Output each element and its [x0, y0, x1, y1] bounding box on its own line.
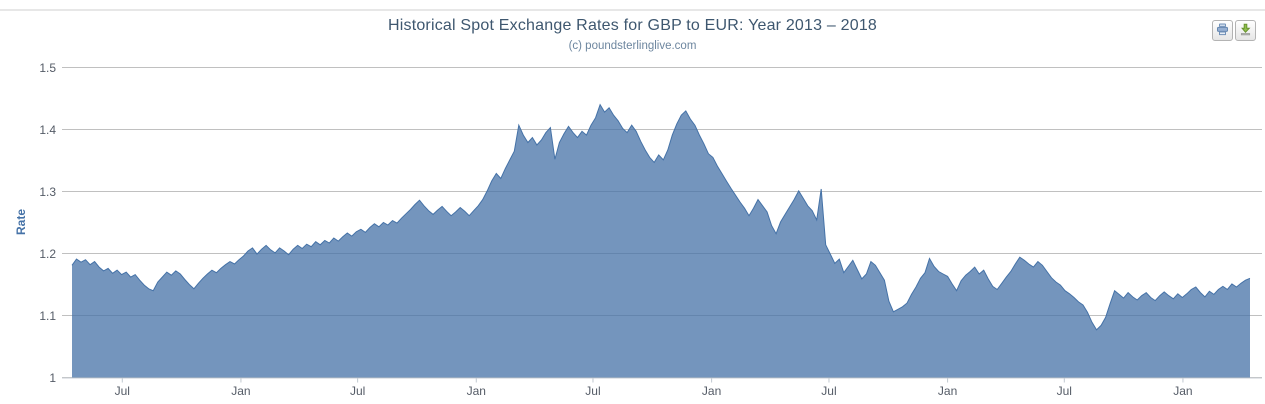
y-tick-label: 1.1	[39, 308, 56, 323]
x-tick-label: Jul	[114, 384, 130, 398]
download-icon	[1239, 23, 1252, 39]
y-axis-title: Rate	[14, 208, 28, 236]
x-tick-label: Jan	[1173, 384, 1193, 398]
chart-subtitle: (c) poundsterlinglive.com	[568, 40, 697, 52]
series-line	[71, 103, 1251, 331]
x-tick-label: Jan	[466, 384, 486, 398]
y-tick-label: 1.3	[39, 184, 56, 199]
printer-icon	[1216, 23, 1229, 39]
download-button[interactable]	[1235, 20, 1256, 41]
y-tick-label: 1.5	[39, 60, 56, 75]
y-tick-label: 1	[49, 370, 56, 385]
chart-title: Historical Spot Exchange Rates for GBP t…	[387, 17, 878, 34]
y-tick-label: 1.2	[39, 246, 56, 261]
top-divider	[0, 9, 1265, 11]
y-tick-label: 1.4	[39, 122, 56, 137]
x-tick-label: Jul	[1056, 384, 1072, 398]
x-tick-label: Jul	[349, 384, 366, 398]
x-tick-label: Jan	[701, 384, 722, 398]
x-tick-label: Jul	[821, 384, 837, 398]
x-tick-label: Jan	[937, 384, 958, 398]
print-button[interactable]	[1212, 20, 1233, 41]
x-tick-label: Jul	[585, 384, 601, 398]
x-tick-label: Jan	[231, 384, 251, 398]
series-area-fill	[72, 104, 1250, 378]
